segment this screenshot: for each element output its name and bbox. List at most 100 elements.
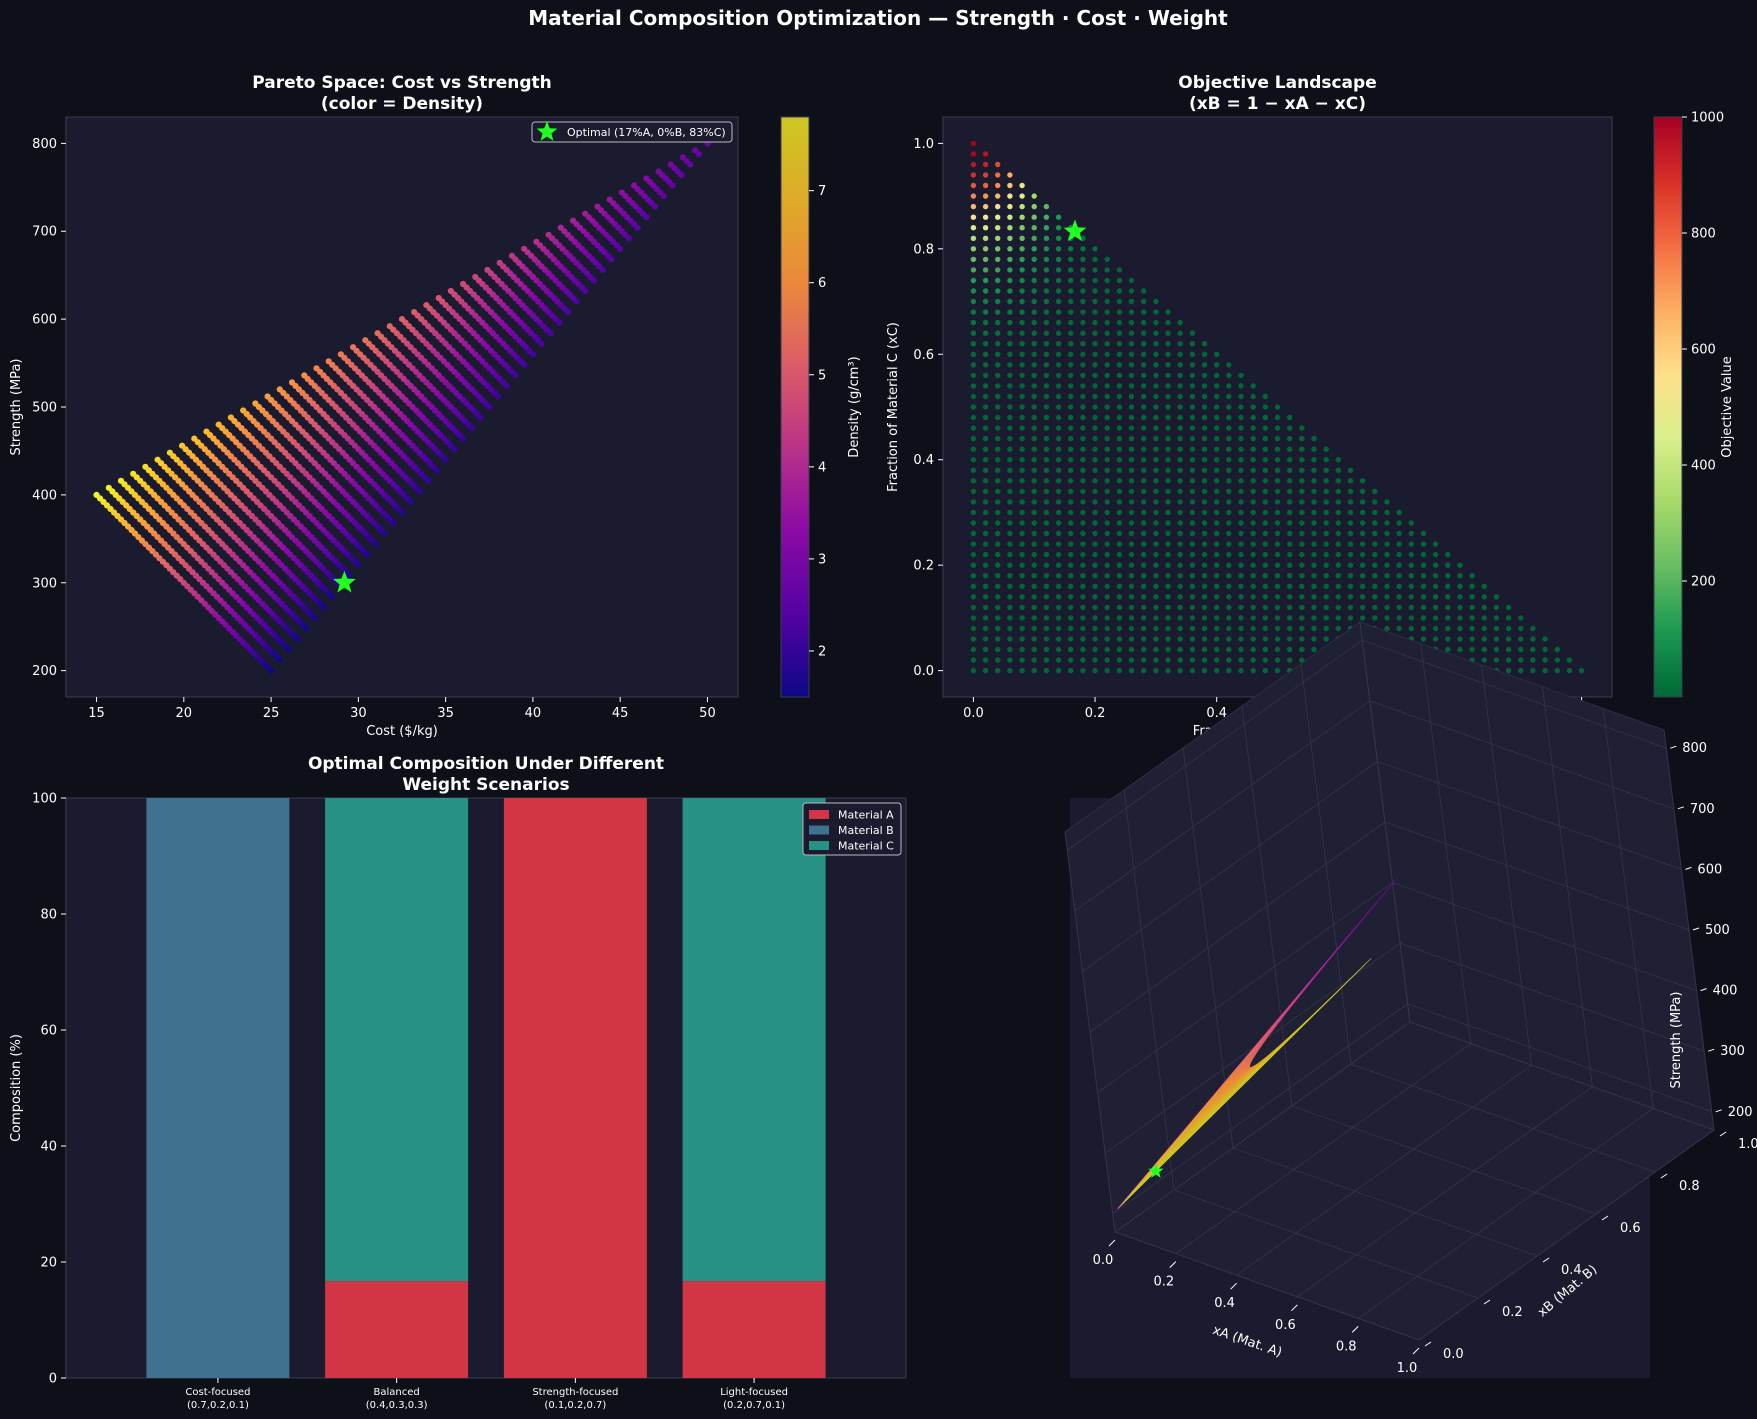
data-point bbox=[1104, 267, 1110, 273]
data-point bbox=[1432, 583, 1439, 589]
data-point bbox=[1177, 414, 1183, 421]
data-point bbox=[1031, 214, 1037, 220]
data-point bbox=[1116, 383, 1123, 389]
data-point bbox=[1214, 594, 1220, 600]
data-point bbox=[995, 161, 1001, 168]
data-point bbox=[1043, 203, 1050, 210]
data-point bbox=[1457, 594, 1463, 600]
data-point bbox=[1396, 509, 1402, 516]
data-point bbox=[1104, 435, 1110, 442]
data-point bbox=[1287, 604, 1293, 611]
data-point bbox=[995, 288, 1001, 294]
data-point bbox=[1201, 625, 1208, 632]
data-point bbox=[1104, 256, 1110, 263]
data-point bbox=[1238, 414, 1244, 421]
data-point bbox=[1323, 636, 1329, 642]
data-point bbox=[1104, 530, 1110, 537]
data-point bbox=[1445, 625, 1451, 632]
data-point bbox=[1141, 541, 1147, 547]
x-tick-label: 25 bbox=[263, 706, 280, 721]
data-point bbox=[982, 298, 989, 305]
data-point bbox=[1068, 499, 1074, 505]
data-point bbox=[1189, 520, 1196, 526]
grid-line bbox=[1097, 882, 1697, 1093]
data-point bbox=[1323, 594, 1329, 600]
data-point bbox=[1043, 657, 1050, 663]
data-point bbox=[970, 604, 977, 611]
data-point bbox=[1080, 298, 1086, 305]
data-point bbox=[1201, 499, 1208, 505]
data-point bbox=[1165, 435, 1171, 442]
data-point bbox=[970, 225, 977, 231]
data-point bbox=[1116, 551, 1123, 558]
data-point bbox=[1250, 667, 1256, 674]
data-point bbox=[1226, 383, 1232, 389]
data-point bbox=[982, 319, 989, 326]
data-point bbox=[1019, 372, 1025, 379]
data-point bbox=[1068, 467, 1074, 473]
data-point bbox=[982, 182, 989, 189]
data-point bbox=[1055, 425, 1062, 431]
data-point bbox=[1116, 467, 1123, 473]
data-point bbox=[1250, 646, 1256, 653]
data-point bbox=[1092, 562, 1098, 568]
data-point bbox=[1445, 573, 1451, 579]
data-point bbox=[1141, 309, 1147, 315]
data-point bbox=[1043, 667, 1050, 674]
data-point bbox=[1153, 425, 1159, 431]
data-point bbox=[1068, 362, 1074, 368]
x-tick-label: 35 bbox=[437, 706, 454, 721]
objective-landscape-chart: Objective Landscape(xB = 1 − xA − xC) 0.0… bbox=[886, 73, 1735, 739]
data-point bbox=[1554, 646, 1561, 653]
data-point bbox=[1262, 562, 1269, 568]
data-point bbox=[1566, 657, 1573, 663]
data-point bbox=[995, 256, 1001, 263]
data-point bbox=[1457, 646, 1463, 653]
data-point bbox=[1347, 499, 1354, 505]
data-point bbox=[1080, 404, 1086, 410]
data-point bbox=[982, 499, 989, 505]
data-point bbox=[1019, 594, 1025, 600]
data-point bbox=[1080, 246, 1086, 252]
data-point bbox=[1092, 667, 1098, 674]
data-point bbox=[1153, 435, 1159, 442]
data-point bbox=[1080, 267, 1086, 273]
data-point bbox=[1043, 646, 1050, 653]
data-point bbox=[503, 382, 510, 389]
data-point bbox=[1372, 509, 1378, 516]
data-point bbox=[1238, 383, 1244, 389]
data-point bbox=[1542, 646, 1548, 653]
data-point bbox=[1481, 657, 1488, 663]
data-point bbox=[1116, 457, 1123, 463]
data-point bbox=[1408, 594, 1415, 600]
data-point bbox=[970, 193, 977, 199]
data-point bbox=[1068, 256, 1074, 263]
data-point bbox=[1116, 414, 1123, 421]
data-point bbox=[1396, 625, 1402, 632]
data-point bbox=[1141, 362, 1147, 368]
data-point bbox=[1335, 604, 1342, 611]
data-point bbox=[398, 509, 406, 516]
chart-title-line: (color = Density) bbox=[321, 94, 483, 114]
data-point bbox=[1141, 636, 1147, 642]
data-point bbox=[1153, 625, 1159, 632]
data-point bbox=[1274, 615, 1281, 621]
data-point bbox=[1518, 636, 1524, 642]
data-point bbox=[346, 572, 353, 579]
data-point bbox=[1250, 604, 1256, 611]
data-point bbox=[1007, 309, 1013, 315]
data-point bbox=[1055, 615, 1062, 621]
data-point bbox=[1323, 541, 1329, 547]
data-point bbox=[995, 657, 1001, 663]
data-point bbox=[1116, 657, 1123, 663]
data-point bbox=[1141, 499, 1147, 505]
data-point bbox=[1031, 256, 1037, 263]
data-point bbox=[1201, 351, 1208, 357]
data-point bbox=[1335, 509, 1342, 516]
data-point bbox=[1019, 488, 1025, 495]
data-point bbox=[1372, 573, 1378, 579]
data-point bbox=[1153, 298, 1159, 305]
data-point bbox=[1019, 478, 1025, 484]
data-point bbox=[1262, 636, 1269, 642]
data-point bbox=[1323, 573, 1329, 579]
